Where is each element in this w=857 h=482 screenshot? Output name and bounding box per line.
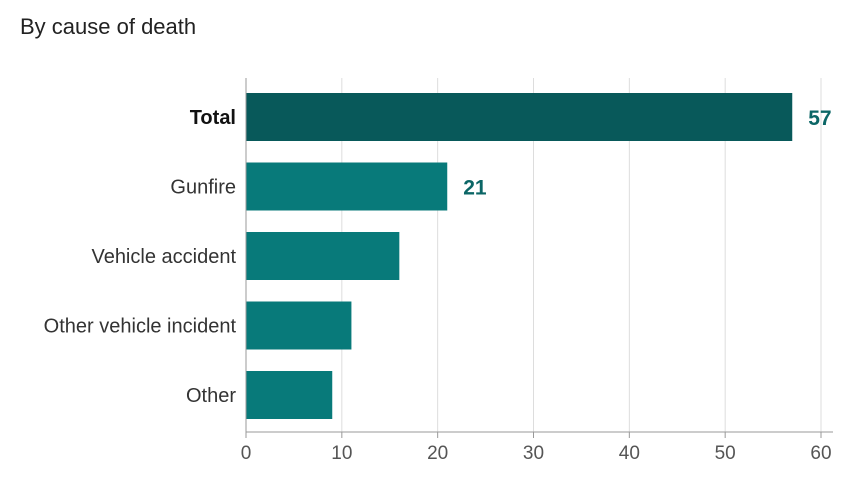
category-label: Total	[190, 107, 236, 129]
data-label: 57	[808, 107, 831, 130]
bar-vehicle-accident	[246, 232, 400, 280]
x-tick-label: 30	[523, 443, 544, 464]
x-tick-label: 20	[427, 443, 448, 464]
x-tick-label: 40	[619, 443, 640, 464]
category-label: Other vehicle incident	[44, 316, 237, 338]
bar-other-vehicle-incident	[246, 301, 352, 350]
category-label: Vehicle accident	[91, 246, 236, 268]
x-tick-label: 0	[241, 443, 252, 464]
data-label: 21	[463, 177, 487, 200]
bar-total	[246, 93, 793, 141]
chart-title: By cause of death	[20, 14, 197, 39]
bar-gunfire	[246, 162, 448, 211]
category-label: Gunfire	[170, 177, 236, 199]
category-label: Other	[186, 385, 236, 407]
bar-other	[246, 371, 333, 419]
x-tick-label: 10	[331, 443, 352, 464]
x-tick-label: 50	[715, 443, 736, 464]
x-tick-label: 60	[810, 443, 831, 464]
